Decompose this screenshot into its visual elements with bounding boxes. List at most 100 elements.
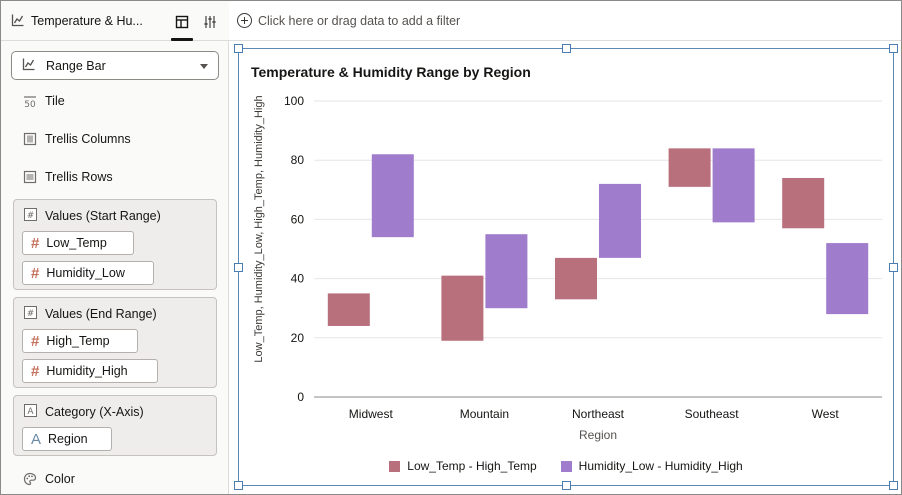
number-grid-icon: # bbox=[24, 208, 37, 224]
svg-text:50: 50 bbox=[24, 100, 36, 108]
svg-text:A: A bbox=[27, 407, 34, 417]
y-tick-label: 40 bbox=[291, 272, 305, 286]
y-tick-label: 100 bbox=[284, 94, 304, 108]
group-title: A Category (X-Axis) bbox=[24, 404, 144, 420]
range-bar-chart[interactable]: 0 20 40 60 80 100 Low_Temp, Humidity_Low, High… bbox=[239, 49, 893, 485]
legend-swatch-humidity bbox=[560, 460, 572, 472]
trellis-columns-icon bbox=[23, 132, 37, 146]
field-pill-region[interactable]: A Region bbox=[22, 427, 112, 451]
range-bar-humidity-southeast bbox=[712, 148, 755, 223]
values-start-range-title: Values (Start Range) bbox=[45, 209, 161, 223]
palette-icon bbox=[23, 472, 37, 486]
values-start-range-group[interactable]: # Values (Start Range) # Low_Temp # Humi… bbox=[13, 199, 217, 290]
range-bar-humidity-west bbox=[826, 243, 869, 315]
field-label: High_Temp bbox=[46, 334, 110, 348]
properties-button[interactable] bbox=[197, 10, 223, 36]
chart-title: Temperature & Humidity Range by Region bbox=[251, 64, 531, 80]
color-label: Color bbox=[45, 472, 75, 486]
range-bar-humidity-northeast bbox=[599, 183, 641, 258]
x-tick-label: Mountain bbox=[460, 407, 509, 421]
visualization-tab[interactable]: Temperature & Hu... bbox=[11, 12, 161, 30]
trellis-rows-icon bbox=[23, 170, 37, 184]
legend-label-temp: Low_Temp - High_Temp bbox=[407, 459, 537, 473]
panel-header: Temperature & Hu... bbox=[1, 1, 229, 41]
values-end-range-title: Values (End Range) bbox=[45, 307, 157, 321]
trellis-rows-label: Trellis Rows bbox=[45, 170, 113, 184]
range-bar-temp-midwest bbox=[327, 293, 370, 326]
measure-icon: # bbox=[31, 332, 40, 350]
legend-item-temp[interactable]: Low_Temp - High_Temp bbox=[389, 459, 537, 473]
range-bar-temp-northeast bbox=[555, 257, 597, 300]
grammar-panel: Temperature & Hu... Range Bar 50 Tile Tr… bbox=[1, 1, 229, 494]
field-label: Region bbox=[48, 432, 88, 446]
legend-swatch-temp bbox=[389, 460, 401, 472]
y-tick-label: 0 bbox=[297, 390, 304, 404]
resize-handle-top-left[interactable] bbox=[234, 44, 243, 53]
workspace-title: Temperature & Hu... bbox=[31, 14, 143, 28]
filter-placeholder: Click here or drag data to add a filter bbox=[258, 13, 461, 28]
resize-handle-right[interactable] bbox=[889, 263, 898, 272]
resize-handle-top-right[interactable] bbox=[889, 44, 898, 53]
resize-handle-top[interactable] bbox=[562, 44, 571, 53]
resize-handle-bottom-right[interactable] bbox=[889, 481, 898, 490]
grammar-view-button[interactable] bbox=[169, 10, 195, 41]
resize-handle-left[interactable] bbox=[234, 263, 243, 272]
measure-icon: # bbox=[31, 234, 40, 252]
svg-text:#: # bbox=[27, 309, 35, 319]
chart-legend: Low_Temp - High_Temp Humidity_Low - Humi… bbox=[239, 459, 893, 473]
add-filter-icon bbox=[237, 13, 252, 28]
y-tick-label: 80 bbox=[291, 153, 305, 167]
x-tick-label: Northeast bbox=[572, 407, 625, 421]
resize-handle-bottom-left[interactable] bbox=[234, 481, 243, 490]
field-pill-low-temp[interactable]: # Low_Temp bbox=[22, 231, 134, 255]
tile-label: Tile bbox=[45, 94, 65, 108]
category-x-axis-title: Category (X-Axis) bbox=[45, 405, 144, 419]
trellis-columns-row[interactable]: Trellis Columns bbox=[23, 129, 131, 149]
resize-handle-bottom[interactable] bbox=[562, 481, 571, 490]
chevron-down-icon bbox=[200, 64, 208, 69]
field-label: Humidity_High bbox=[46, 364, 128, 378]
field-label: Humidity_Low bbox=[46, 266, 125, 280]
trellis-columns-label: Trellis Columns bbox=[45, 132, 131, 146]
category-x-axis-group[interactable]: A Category (X-Axis) A Region bbox=[13, 395, 217, 456]
filter-bar[interactable]: Click here or drag data to add a filter bbox=[229, 1, 901, 41]
field-pill-humidity-high[interactable]: # Humidity_High bbox=[22, 359, 158, 383]
number-grid-icon: # bbox=[24, 306, 37, 322]
group-title: # Values (End Range) bbox=[24, 306, 157, 322]
y-tick-label: 20 bbox=[291, 331, 305, 345]
chart-icon bbox=[11, 13, 25, 30]
tile-row[interactable]: 50 Tile bbox=[23, 91, 65, 111]
tile-icon: 50 bbox=[23, 94, 37, 108]
legend-item-humidity[interactable]: Humidity_Low - Humidity_High bbox=[560, 459, 743, 473]
chart-type-select[interactable]: Range Bar bbox=[11, 51, 219, 80]
measure-icon: # bbox=[31, 362, 40, 380]
attribute-icon: A bbox=[31, 430, 42, 448]
color-row[interactable]: Color bbox=[23, 469, 75, 489]
svg-text:#: # bbox=[27, 211, 35, 221]
field-label: Low_Temp bbox=[46, 236, 107, 250]
measure-icon: # bbox=[31, 264, 40, 282]
field-pill-high-temp[interactable]: # High_Temp bbox=[22, 329, 138, 353]
field-pill-humidity-low[interactable]: # Humidity_Low bbox=[22, 261, 154, 285]
y-axis-title: Low_Temp, Humidity_Low, High_Temp, Humid… bbox=[253, 95, 265, 362]
chart-type-label: Range Bar bbox=[46, 58, 106, 73]
x-axis-title: Region bbox=[579, 428, 617, 442]
sliders-icon bbox=[203, 15, 217, 32]
values-end-range-group[interactable]: # Values (End Range) # High_Temp # Humid… bbox=[13, 297, 217, 388]
x-tick-label: Southeast bbox=[685, 407, 740, 421]
range-bar-temp-southeast bbox=[668, 148, 711, 187]
range-bar-humidity-mountain bbox=[485, 234, 528, 309]
attribute-grid-icon: A bbox=[24, 404, 37, 420]
range-bar-humidity-midwest bbox=[371, 154, 414, 238]
group-title: # Values (Start Range) bbox=[24, 208, 161, 224]
range-bar-temp-west bbox=[782, 177, 825, 229]
x-tick-label: Midwest bbox=[349, 407, 394, 421]
trellis-rows-row[interactable]: Trellis Rows bbox=[23, 167, 113, 187]
legend-label-humidity: Humidity_Low - Humidity_High bbox=[578, 459, 743, 473]
chart-icon bbox=[22, 57, 36, 74]
range-bar-temp-mountain bbox=[441, 275, 484, 341]
visualization-canvas[interactable]: Temperature & Humidity Range by Region 0… bbox=[238, 48, 894, 486]
y-tick-label: 60 bbox=[291, 212, 305, 226]
layout-icon bbox=[175, 15, 189, 32]
x-tick-label: West bbox=[812, 407, 840, 421]
